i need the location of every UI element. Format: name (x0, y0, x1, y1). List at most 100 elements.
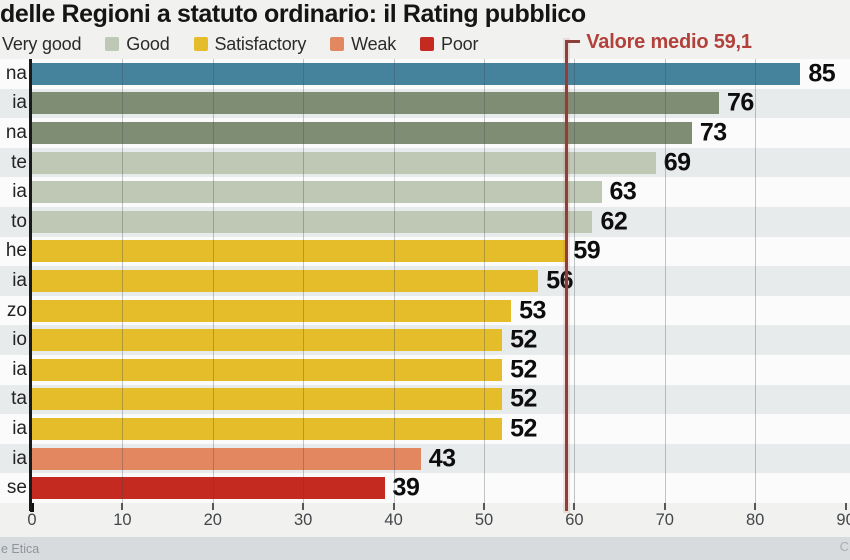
axis-tick-label: 20 (203, 511, 222, 529)
value-label: 85 (808, 59, 836, 88)
gridline (664, 59, 666, 503)
chart-row: te 69 (0, 148, 850, 178)
rating-bar (32, 388, 503, 411)
axis-tick-label: 30 (294, 511, 313, 529)
gridline (574, 59, 576, 503)
region-label: na (5, 62, 27, 84)
chart-row: io 52 (0, 325, 850, 355)
rating-bar (32, 358, 503, 381)
chart-title: delle Regioni a statuto ordinario: il Ra… (0, 0, 586, 28)
rating-bar (32, 151, 656, 174)
axis-tick (392, 503, 395, 510)
region-label: zo (6, 299, 27, 321)
footer-band: e Etica C (0, 537, 850, 560)
chart-area: na 85 ia 76 na 73 te 69 ia 63 to 62 he 59 ia 56 zo 53 io 52… (0, 59, 850, 511)
region-label: ta (11, 388, 27, 410)
region-label: ia (12, 92, 27, 114)
axis-tick (121, 503, 124, 510)
chart-row: na 73 (0, 118, 850, 148)
chart-rows: na 85 ia 76 na 73 te 69 ia 63 to 62 he 59 ia 56 zo 53 io 52… (0, 59, 850, 503)
value-label: 62 (600, 207, 628, 236)
value-label: 43 (428, 444, 456, 473)
region-label: ia (12, 358, 27, 380)
axis-tick (754, 503, 757, 510)
mean-value-label: Valore medio 59,1 (586, 31, 752, 53)
chart-row: na 85 (0, 59, 850, 89)
axis-tick-label: 50 (474, 511, 494, 529)
chart-row: ia 56 (0, 266, 850, 296)
rating-bar (32, 477, 385, 500)
rating-bar (32, 240, 566, 263)
chart-row: ia 76 (0, 89, 850, 119)
region-label: ia (12, 269, 27, 291)
rating-bar (32, 210, 593, 233)
legend-label: Good (126, 33, 170, 54)
rating-bar (32, 181, 602, 204)
axis-tick-label: 70 (655, 511, 674, 529)
y-axis-line (29, 59, 32, 511)
rating-bar (32, 62, 801, 85)
value-label: 52 (510, 325, 537, 354)
axis-tick-label: 40 (384, 511, 403, 529)
chart-row: he 59 (0, 237, 850, 267)
mean-value-line (565, 40, 569, 511)
chart-row: ia 63 (0, 177, 850, 207)
gridline (393, 59, 395, 503)
chart-row: ta 52 (0, 385, 850, 415)
axis-tick (573, 503, 576, 510)
legend-swatch-poor (420, 37, 435, 51)
axis-tick-label: 10 (113, 511, 132, 529)
region-label: ia (12, 447, 27, 469)
rating-bar (32, 269, 539, 292)
axis-tick (30, 503, 34, 512)
legend-label: Satisfactory (214, 33, 307, 54)
chart-row: zo 53 (0, 296, 850, 326)
value-label: 73 (699, 118, 727, 147)
axis-tick-label: 0 (27, 511, 37, 529)
value-label: 76 (727, 88, 754, 117)
chart-row: ia 43 (0, 444, 850, 474)
legend-label: Poor (441, 33, 479, 54)
axis-tick-label: 80 (746, 511, 765, 529)
source-credit: e Etica (1, 542, 40, 556)
value-label: 63 (609, 177, 637, 206)
mean-line-hook-icon (565, 40, 581, 43)
region-label: ia (12, 417, 27, 439)
value-label: 52 (510, 414, 537, 443)
legend-item-poor: Poor (420, 34, 478, 55)
chart-row: se 39 (0, 473, 850, 503)
region-label: io (12, 329, 27, 351)
value-label: 53 (519, 296, 546, 325)
x-axis: 0 10 20 30 40 50 60 70 80 90 (0, 503, 850, 536)
chart-row: ia 52 (0, 414, 850, 444)
legend-label: Weak (351, 33, 397, 54)
gridline (484, 59, 485, 503)
gridline (303, 59, 305, 503)
region-label: to (11, 210, 27, 232)
legend-swatch-satisfactory (193, 37, 208, 51)
region-label: te (11, 151, 27, 173)
axis-tick-label: 90 (836, 511, 850, 529)
rating-bar (32, 92, 720, 115)
legend-item-very-good: Very good (2, 34, 81, 55)
legend: Very good Good Satisfactory Weak Poor (2, 33, 478, 55)
axis-tick (844, 503, 847, 510)
right-credit: C (839, 539, 849, 554)
rating-bar (32, 329, 503, 352)
rating-bar (32, 447, 421, 470)
legend-label: Very good (2, 33, 82, 54)
region-label: na (5, 121, 27, 143)
region-label: ia (12, 181, 27, 203)
value-label: 56 (546, 266, 574, 295)
region-label: se (6, 477, 27, 499)
gridline (755, 59, 757, 503)
legend-item-satisfactory: Satisfactory (193, 33, 307, 55)
gridline (212, 59, 214, 503)
chart-row: to 62 (0, 207, 850, 237)
legend-item-good: Good (105, 33, 170, 55)
rating-bar (32, 417, 503, 440)
axis-tick (211, 503, 214, 510)
value-label: 59 (573, 236, 601, 265)
legend-item-weak: Weak (330, 34, 396, 55)
